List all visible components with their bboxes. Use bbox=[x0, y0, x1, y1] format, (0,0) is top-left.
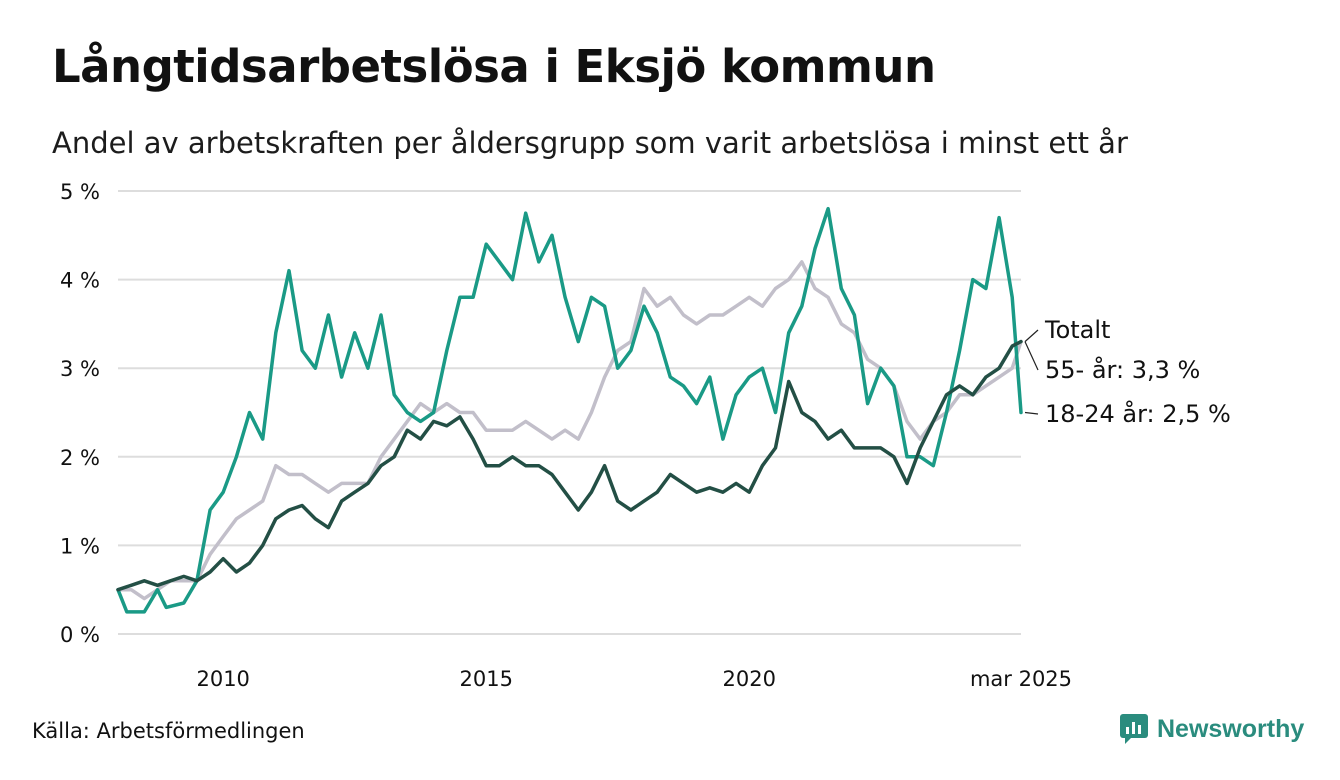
y-tick-label: 1 % bbox=[60, 534, 100, 558]
line-chart: 0 %1 %2 %3 %4 %5 % 2010 2015 2020 mar 2025 … bbox=[60, 180, 1231, 691]
series-lines bbox=[116, 206, 1023, 614]
x-tick-label: 2015 bbox=[459, 667, 512, 691]
y-tick-label: 0 % bbox=[60, 623, 100, 647]
end-labels: Totalt 55- år: 3,3 % 18-24 år: 2,5 % bbox=[1024, 316, 1231, 428]
series-end-label: 18-24 år: 2,5 % bbox=[1045, 399, 1231, 428]
series-end-label: Totalt bbox=[1044, 316, 1110, 344]
brand-name: Newsworthy bbox=[1157, 714, 1305, 743]
y-tick-label: 5 % bbox=[60, 180, 100, 204]
brand-logo[interactable]: Newsworthy bbox=[1119, 713, 1304, 745]
y-tick-label: 4 % bbox=[60, 269, 100, 293]
chart-subtitle: Andel av arbetskraften per åldersgrupp s… bbox=[52, 126, 1128, 160]
source-note: Källa: Arbetsförmedlingen bbox=[32, 719, 305, 743]
series-line-1 bbox=[116, 206, 1023, 614]
series-line-2 bbox=[116, 339, 1023, 592]
x-axis-tick-labels: 2010 2015 2020 mar 2025 bbox=[196, 667, 1072, 691]
grid-lines bbox=[118, 190, 1021, 635]
label-leader-line bbox=[1024, 341, 1039, 371]
label-leader-line bbox=[1024, 411, 1039, 415]
y-tick-label: 2 % bbox=[60, 446, 100, 470]
series-end-label: 55- år: 3,3 % bbox=[1045, 355, 1200, 384]
newsworthy-icon bbox=[1120, 714, 1148, 744]
label-leader-line bbox=[1024, 329, 1039, 343]
x-tick-label: 2020 bbox=[722, 667, 775, 691]
series-line-0 bbox=[116, 260, 1023, 601]
chart-title: Långtidsarbetslösa i Eksjö kommun bbox=[52, 40, 936, 93]
x-tick-label: 2010 bbox=[196, 667, 249, 691]
y-tick-label: 3 % bbox=[60, 357, 100, 381]
x-tick-label: mar 2025 bbox=[970, 667, 1072, 691]
y-axis-tick-labels: 0 % 1 % 2 % 3 % 4 % 5 % bbox=[60, 180, 100, 647]
